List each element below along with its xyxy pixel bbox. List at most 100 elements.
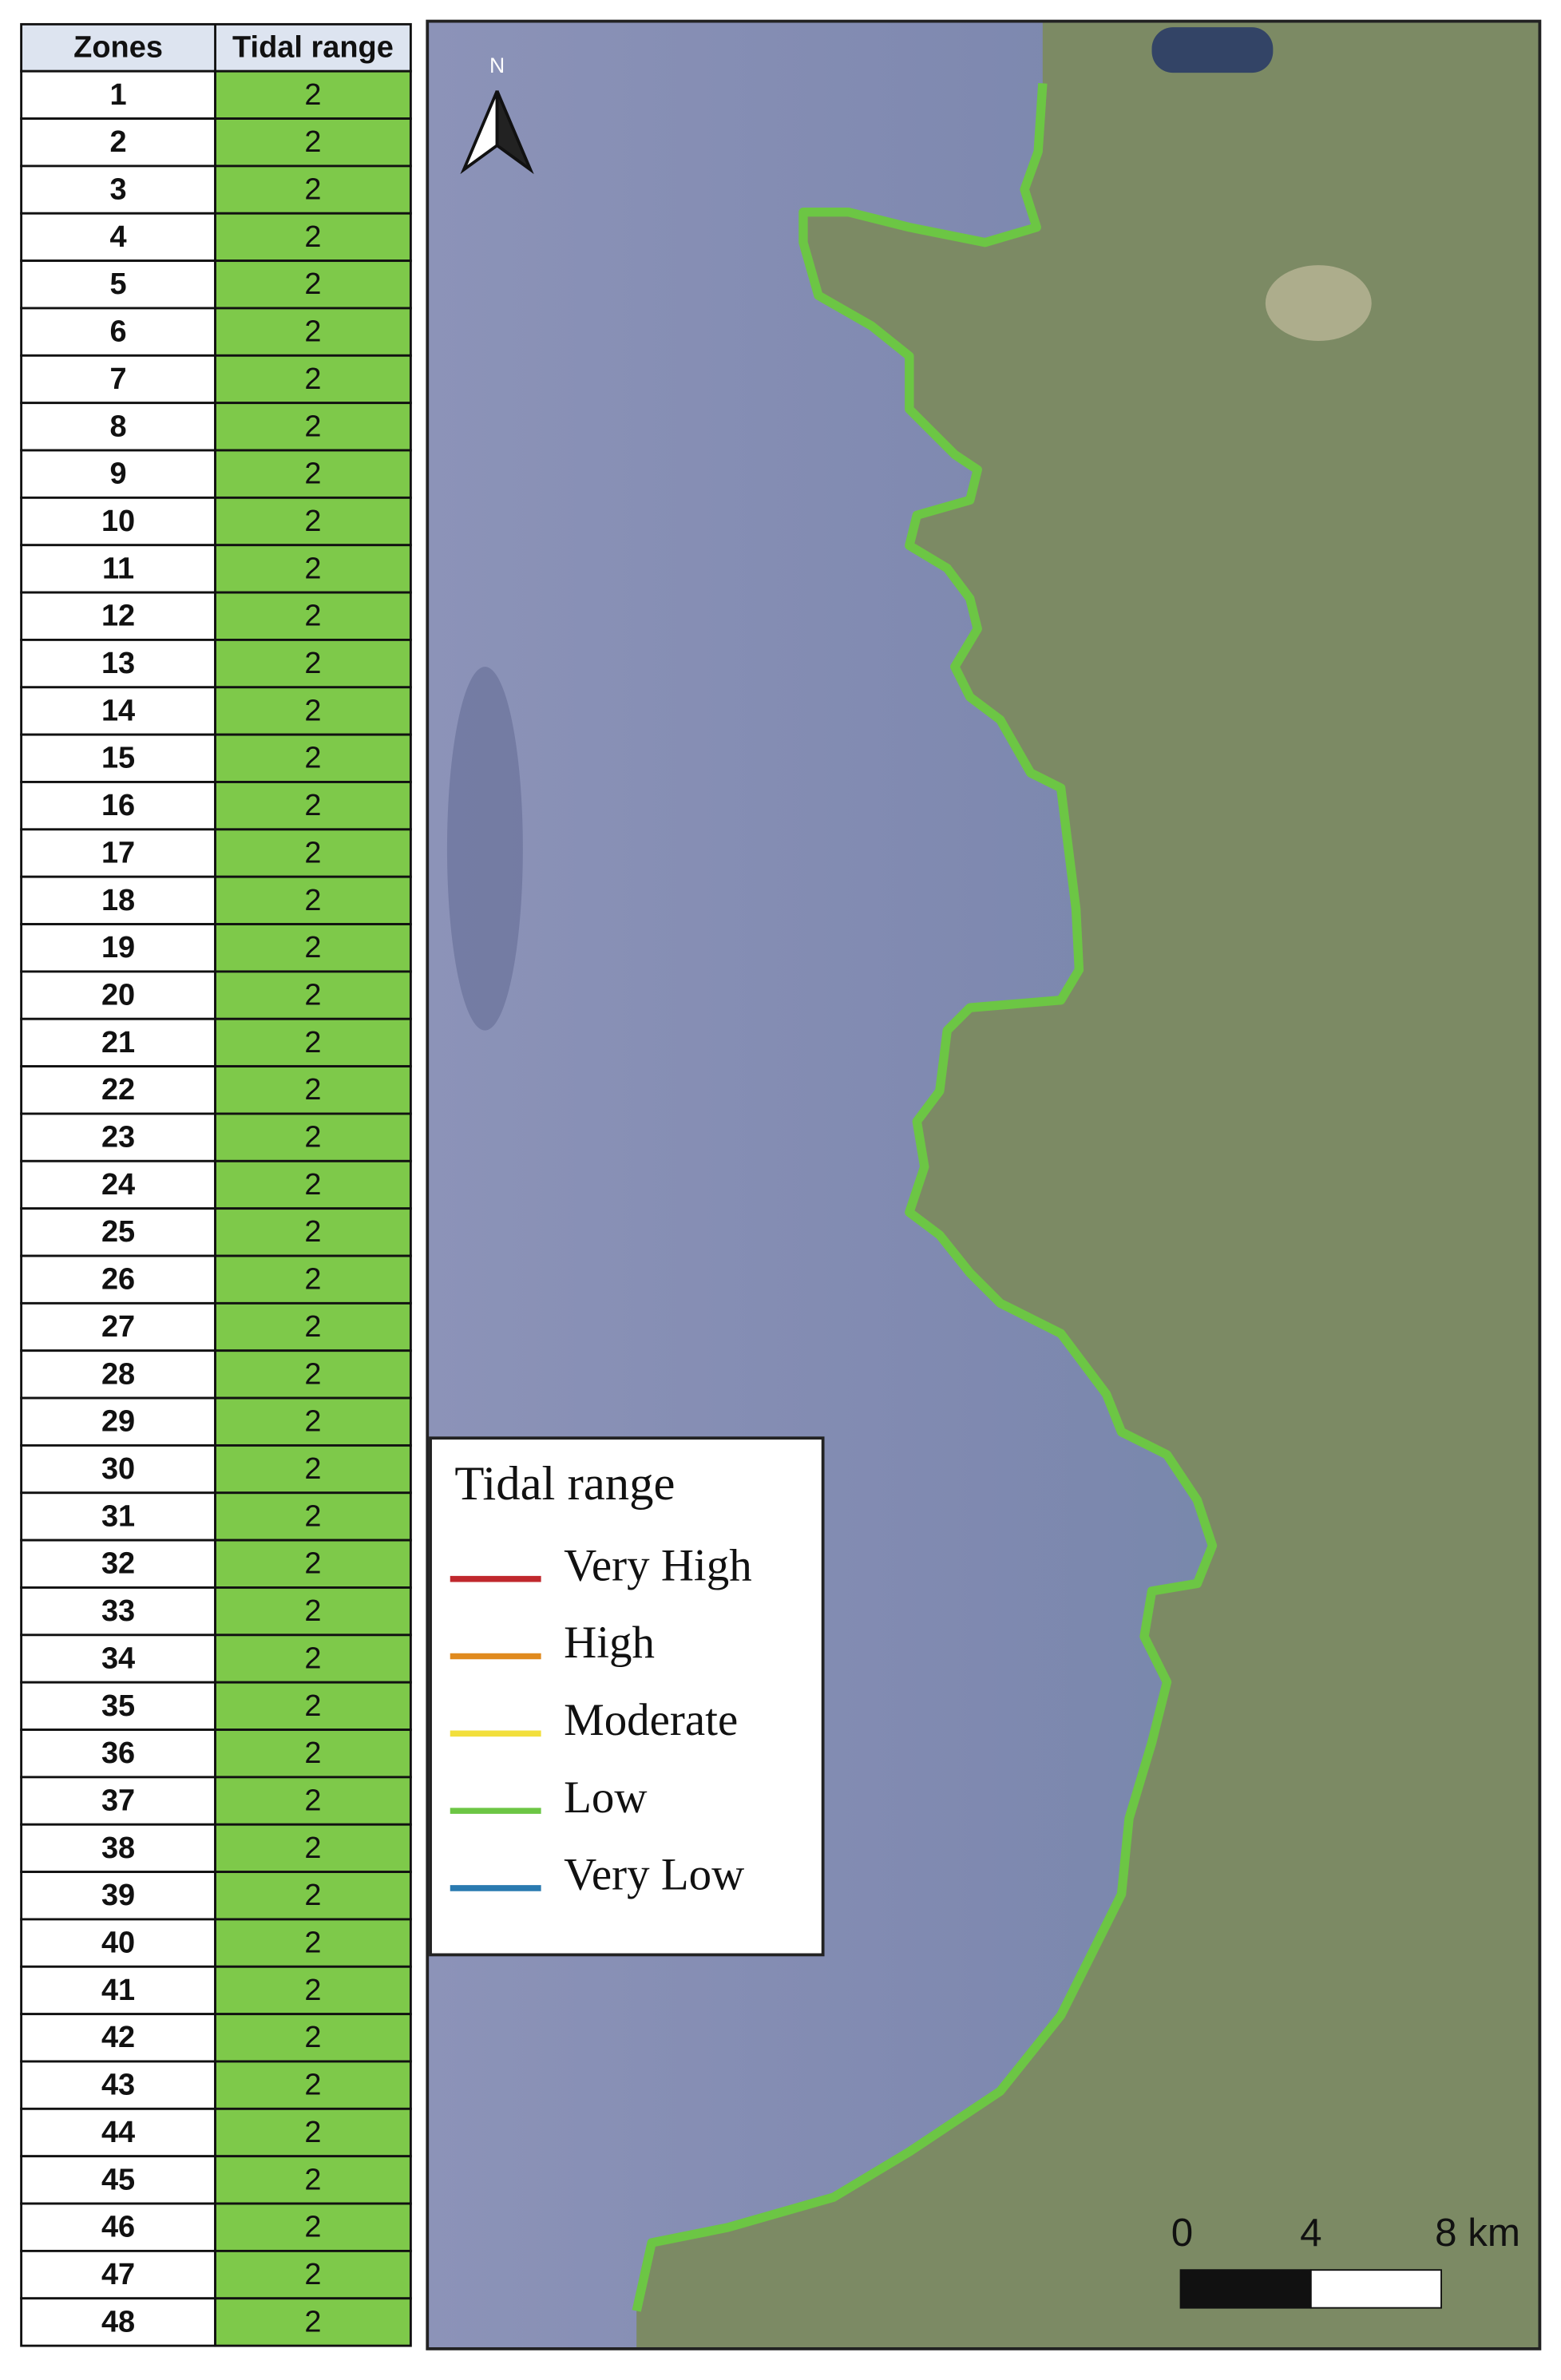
- zone-cell: [20, 2107, 216, 2158]
- value-cell: [214, 496, 412, 547]
- value-cell: [214, 639, 412, 689]
- land: [636, 22, 1539, 2348]
- value-label: 2: [304, 600, 321, 633]
- legend-title: Tidal range: [454, 1457, 675, 1511]
- zone-label: 1: [110, 78, 127, 112]
- zone-cell: [20, 2297, 216, 2347]
- zone-cell: [20, 1112, 216, 1162]
- zone-cell: [20, 117, 216, 168]
- value-cell: [214, 1491, 412, 1542]
- value-cell: [214, 1729, 412, 1779]
- zone-label: 27: [101, 1310, 135, 1344]
- value-cell: [214, 1965, 412, 2016]
- value-cell: [214, 1396, 412, 1447]
- value-label: 2: [304, 1452, 321, 1486]
- value-label: 2: [304, 1499, 321, 1533]
- value-cell: [214, 212, 412, 263]
- value-cell: [214, 1301, 412, 1352]
- zone-label: 10: [101, 505, 135, 538]
- zone-label: 37: [101, 1784, 135, 1817]
- value-cell: [214, 402, 412, 452]
- value-cell: [214, 2297, 412, 2347]
- zone-label: 47: [101, 2258, 135, 2291]
- value-label: 2: [304, 2163, 321, 2196]
- zone-label: 34: [101, 1641, 135, 1675]
- value-label: 2: [304, 742, 321, 775]
- value-cell: [214, 259, 412, 310]
- value-label: 2: [304, 315, 321, 349]
- zone-label: 21: [101, 1026, 135, 1059]
- value-label: 2: [304, 2258, 321, 2291]
- value-label: 2: [304, 979, 321, 1012]
- value-label: 2: [304, 410, 321, 443]
- value-label: 2: [304, 552, 321, 585]
- zone-cell: [20, 69, 216, 120]
- value-cell: [214, 781, 412, 831]
- zone-label: 38: [101, 1832, 135, 1865]
- coastline: [632, 83, 1218, 2312]
- zone-label: 2: [110, 125, 127, 159]
- zone-label: 44: [101, 2116, 135, 2149]
- value-label: 2: [304, 1974, 321, 2007]
- value-label: 2: [304, 1832, 321, 1865]
- value-label: 2: [304, 173, 321, 207]
- zone-label: 6: [110, 315, 127, 349]
- value-cell: [214, 733, 412, 783]
- value-cell: [214, 2060, 412, 2110]
- zone-cell: [20, 2060, 216, 2110]
- value-label: 2: [304, 694, 321, 727]
- zone-cell: [20, 1254, 216, 1305]
- value-cell: [214, 1634, 412, 1684]
- legend-label: Low: [564, 1772, 647, 1823]
- value-cell: [214, 1823, 412, 1874]
- value-label: 2: [304, 1594, 321, 1628]
- zone-label: 45: [101, 2163, 135, 2196]
- value-label: 2: [304, 1547, 321, 1581]
- zone-label: 31: [101, 1499, 135, 1533]
- value-label: 2: [304, 836, 321, 869]
- zone-label: 13: [101, 647, 135, 680]
- zone-label: 9: [110, 457, 127, 491]
- north-label: N: [489, 53, 505, 77]
- value-label: 2: [304, 505, 321, 538]
- value-cell: [214, 591, 412, 641]
- zone-cell: [20, 733, 216, 783]
- value-label: 2: [304, 931, 321, 964]
- value-cell: [214, 2249, 412, 2300]
- scale-white: [1309, 2269, 1442, 2309]
- zone-cell: [20, 828, 216, 878]
- value-label: 2: [304, 789, 321, 822]
- zone-cell: [20, 1965, 216, 2016]
- north-arrow: N: [460, 53, 534, 175]
- header-cell: Zones: [73, 31, 163, 65]
- legend-label: Moderate: [564, 1695, 738, 1745]
- zone-label: 35: [101, 1689, 135, 1723]
- zone-label: 7: [110, 362, 127, 396]
- zone-label: 39: [101, 1879, 135, 1912]
- value-label: 2: [304, 1073, 321, 1107]
- value-label: 2: [304, 1689, 321, 1723]
- zone-label: 11: [102, 552, 134, 585]
- value-label: 2: [304, 267, 321, 301]
- zone-label: 20: [101, 979, 135, 1012]
- zone-label: 18: [101, 884, 135, 917]
- zone-label: 23: [101, 1121, 135, 1154]
- value-cell: [214, 923, 412, 973]
- zone-label: 5: [110, 267, 127, 301]
- value-label: 2: [304, 2116, 321, 2149]
- sea-shade: [446, 667, 523, 1031]
- value-cell: [214, 2202, 412, 2252]
- value-label: 2: [304, 1026, 321, 1059]
- value-cell: [214, 1207, 412, 1257]
- value-label: 2: [304, 647, 321, 680]
- zone-label: 19: [101, 931, 135, 964]
- zone-label: 28: [101, 1357, 135, 1391]
- header-cell: Tidal range: [232, 31, 394, 65]
- zone-label: 4: [110, 220, 127, 254]
- north-arrow-right: [495, 90, 534, 175]
- value-cell: [214, 1776, 412, 1826]
- scale-bar: [1179, 2269, 1442, 2309]
